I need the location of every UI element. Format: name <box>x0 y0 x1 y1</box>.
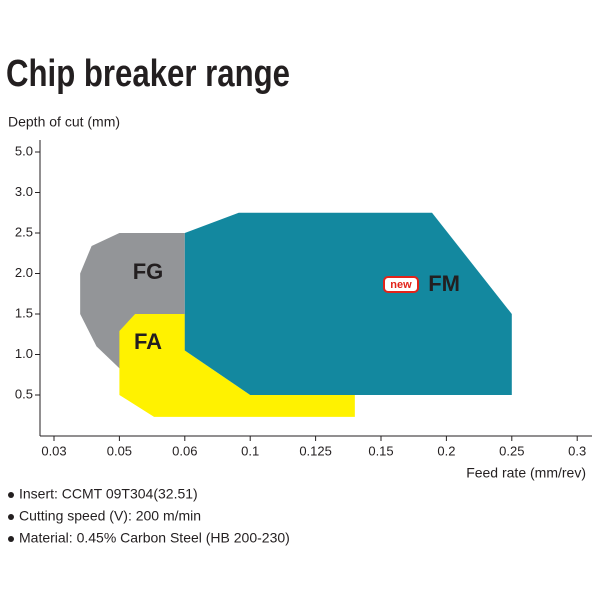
y-axis-label: Depth of cut (mm) <box>8 114 120 130</box>
y-tick-label: 2.5 <box>15 224 33 239</box>
region-label: FG <box>133 259 164 284</box>
x-tick-label: 0.25 <box>499 443 524 458</box>
x-tick-label: 0.05 <box>107 443 132 458</box>
x-tick-label: 0.03 <box>41 443 66 458</box>
x-tick-label: 0.125 <box>299 443 332 458</box>
note: Insert: CCMT 09T304(32.51) <box>19 486 198 502</box>
x-tick-label: 0.3 <box>568 443 586 458</box>
y-tick-label: 1.0 <box>15 346 33 361</box>
x-tick-label: 0.06 <box>172 443 197 458</box>
chart-title: Chip breaker range <box>6 53 290 95</box>
badge-box <box>383 276 419 293</box>
region-label: FM <box>428 271 460 296</box>
y-tick-label: 5.0 <box>15 143 33 158</box>
bullet <box>8 514 14 520</box>
y-tick-label: 2.0 <box>15 265 33 280</box>
region <box>184 212 512 395</box>
bullet <box>8 492 14 498</box>
x-axis-label: Feed rate (mm/rev) <box>466 465 586 481</box>
y-tick-label: 0.5 <box>15 386 33 401</box>
note: Material: 0.45% Carbon Steel (HB 200-230… <box>19 530 290 546</box>
x-tick-label: 0.2 <box>437 443 455 458</box>
note: Cutting speed (V): 200 m/min <box>19 508 201 524</box>
bullet <box>8 536 14 542</box>
badge-text: new <box>390 279 412 291</box>
x-tick-label: 0.1 <box>241 443 259 458</box>
region-label: FA <box>134 329 162 354</box>
y-tick-label: 3.0 <box>15 184 33 199</box>
region <box>119 314 355 417</box>
y-tick-label: 1.5 <box>15 305 33 320</box>
x-tick-label: 0.15 <box>368 443 393 458</box>
plot <box>80 212 512 417</box>
